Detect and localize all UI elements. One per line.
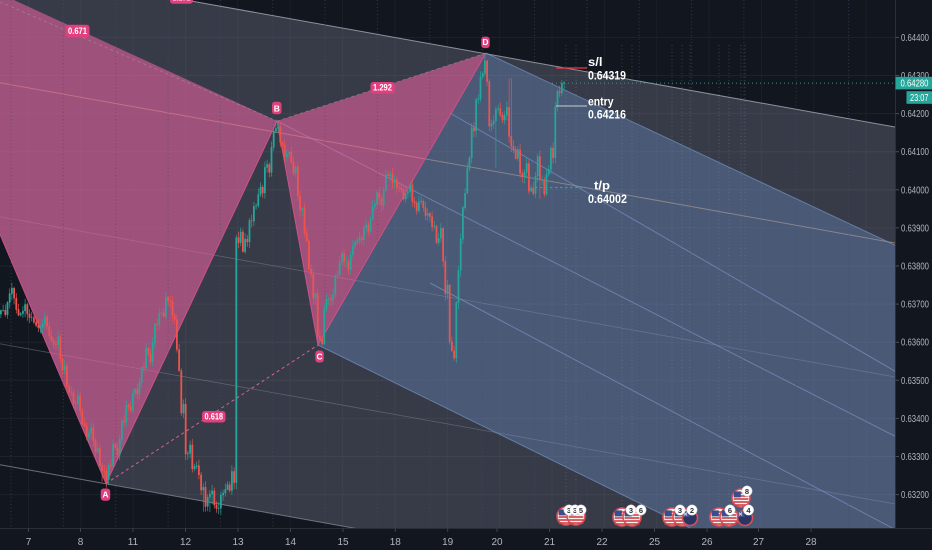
svg-text:0.63500: 0.63500 [901, 375, 929, 387]
svg-text:3: 3 [629, 506, 633, 515]
svg-text:C: C [317, 352, 323, 362]
svg-text:5: 5 [579, 506, 583, 515]
svg-text:entry: entry [588, 97, 614, 109]
svg-text:8: 8 [78, 537, 84, 548]
svg-text:0.63400: 0.63400 [901, 413, 929, 425]
svg-text:B: B [274, 103, 280, 113]
svg-text:0.64200: 0.64200 [901, 108, 929, 120]
svg-text:1.272: 1.272 [173, 0, 191, 3]
svg-text:0.63200: 0.63200 [901, 489, 929, 501]
svg-text:18: 18 [390, 537, 402, 548]
svg-text:28: 28 [805, 537, 817, 548]
svg-text:3: 3 [567, 506, 571, 515]
svg-text:D: D [482, 37, 488, 47]
svg-text:0.63900: 0.63900 [901, 222, 929, 234]
svg-text:22: 22 [596, 537, 608, 548]
svg-text:27: 27 [753, 537, 765, 548]
svg-text:0.64400: 0.64400 [901, 32, 929, 44]
svg-text:26: 26 [701, 537, 713, 548]
svg-text:23:07: 23:07 [910, 92, 929, 104]
svg-text:0.671: 0.671 [68, 26, 87, 36]
svg-text:0.63600: 0.63600 [901, 337, 929, 349]
svg-text:8: 8 [745, 487, 749, 496]
svg-text:6: 6 [639, 506, 643, 515]
svg-text:4: 4 [746, 506, 751, 515]
svg-text:12: 12 [180, 537, 192, 548]
svg-text:19: 19 [442, 537, 454, 548]
svg-text:0.64216: 0.64216 [588, 110, 626, 122]
svg-text:2: 2 [690, 506, 694, 515]
svg-text:A: A [102, 490, 108, 500]
svg-text:20: 20 [491, 537, 503, 548]
svg-text:1.292: 1.292 [373, 83, 392, 93]
svg-text:3: 3 [573, 506, 577, 515]
svg-text:0.64280: 0.64280 [901, 78, 929, 90]
svg-text:13: 13 [232, 537, 244, 548]
svg-text:7: 7 [26, 537, 32, 548]
svg-text:0.618: 0.618 [205, 412, 224, 422]
svg-text:6: 6 [728, 506, 732, 515]
svg-text:3: 3 [678, 506, 682, 515]
svg-text:0.64002: 0.64002 [588, 194, 627, 206]
svg-text:11: 11 [128, 537, 139, 548]
svg-text:0.64000: 0.64000 [901, 184, 929, 196]
svg-text:0.64100: 0.64100 [901, 146, 929, 158]
svg-text:s/l: s/l [588, 57, 603, 69]
svg-text:0.63800: 0.63800 [901, 261, 929, 273]
svg-text:0.64319: 0.64319 [588, 71, 626, 83]
svg-text:21: 21 [544, 537, 556, 548]
svg-text:t/p: t/p [594, 181, 610, 193]
svg-text:14: 14 [285, 537, 297, 548]
svg-text:15: 15 [337, 537, 349, 548]
svg-text:0.63300: 0.63300 [901, 451, 929, 463]
svg-text:0.63700: 0.63700 [901, 299, 929, 311]
svg-text:25: 25 [649, 537, 661, 548]
